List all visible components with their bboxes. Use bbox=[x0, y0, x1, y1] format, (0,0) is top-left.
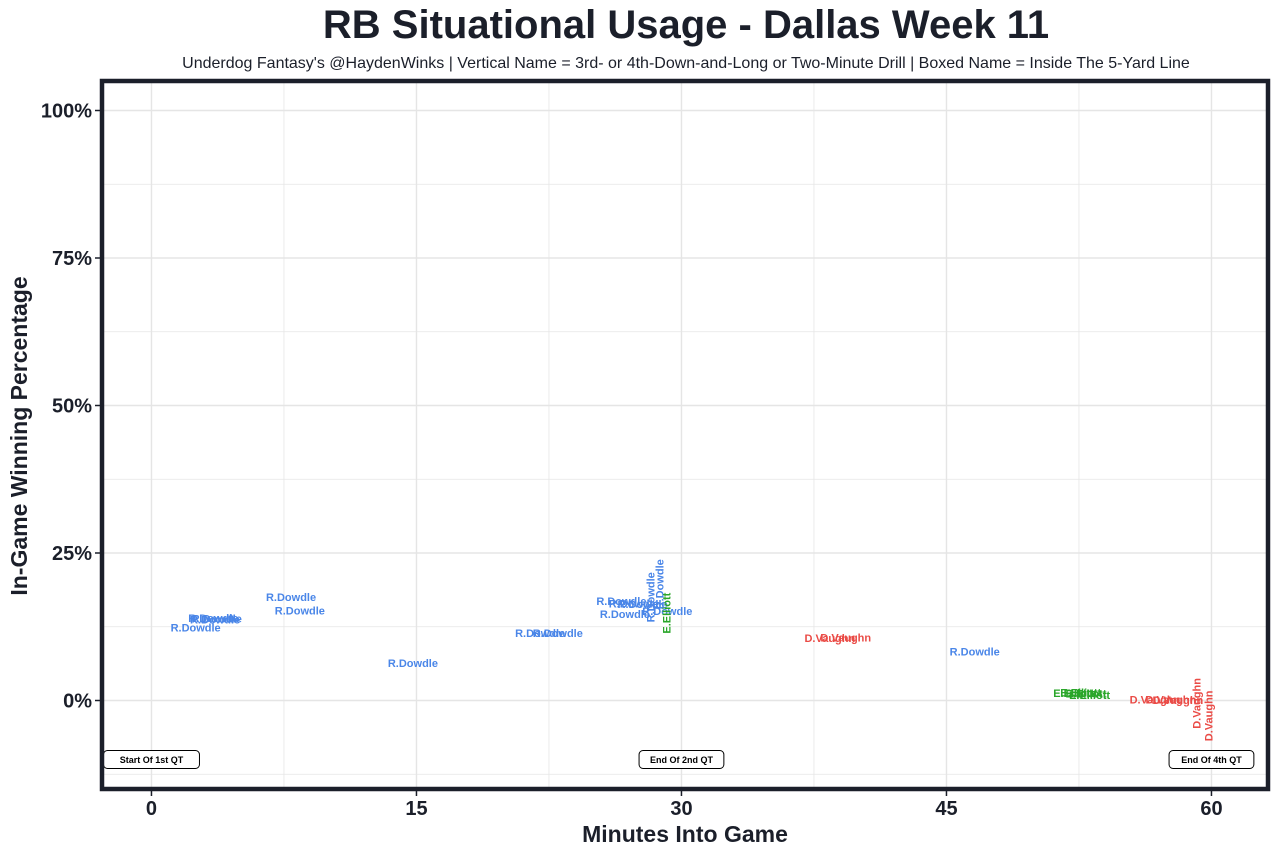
chart-subtitle: Underdog Fantasy's @HaydenWinks | Vertic… bbox=[182, 55, 1190, 72]
data-point-label: R.Dowdle bbox=[609, 598, 659, 610]
data-point-label: E.Elliott bbox=[1069, 690, 1110, 702]
data-points: R.DowdleR.DowdleR.DowdleR.DowdleR.Dowdle… bbox=[171, 559, 1216, 741]
data-point-label: D.Vaughn bbox=[1153, 695, 1204, 707]
quarter-annotation-label: End Of 2nd QT bbox=[650, 755, 713, 765]
x-axis-title: Minutes Into Game bbox=[582, 821, 788, 847]
data-point-label: R.Dowdle bbox=[642, 606, 692, 618]
y-tick-label: 100% bbox=[41, 101, 92, 123]
data-point-label: R.Dowdle bbox=[275, 605, 325, 617]
y-tick-label: 50% bbox=[52, 396, 92, 418]
x-tick-label: 30 bbox=[670, 798, 692, 820]
data-point-label: R.Dowdle bbox=[388, 658, 438, 670]
data-point-label: D.Vaughn bbox=[804, 633, 855, 645]
data-point-label: D.Vaughn bbox=[1130, 695, 1181, 707]
data-point-label: D.Vaughn bbox=[1145, 695, 1196, 707]
x-tick-label: 60 bbox=[1200, 798, 1222, 820]
y-tick-label: 25% bbox=[52, 543, 92, 565]
data-point-label: R.Dowdle bbox=[266, 592, 316, 604]
data-point-label: R.Dowdle bbox=[190, 614, 240, 626]
data-point-label: R.Dowdle bbox=[618, 599, 668, 611]
data-point-label: D.Vaughn bbox=[1204, 690, 1216, 741]
chart-title: RB Situational Usage - Dallas Week 11 bbox=[323, 3, 1049, 47]
data-point-label: E.Elliott bbox=[661, 592, 673, 633]
data-point-label: R.Dowdle bbox=[192, 614, 242, 626]
grid bbox=[102, 81, 1268, 789]
data-point-label: R.Dowdle bbox=[171, 623, 221, 635]
x-tick-label: 0 bbox=[146, 798, 157, 820]
data-point-label: R.Dowdle bbox=[533, 628, 583, 640]
quarter-annotation-box bbox=[638, 750, 725, 769]
data-point-label: D.Vaughn bbox=[820, 633, 871, 645]
quarter-annotation-box bbox=[1168, 750, 1255, 769]
data-point-label: R.Dowdle bbox=[645, 572, 657, 622]
data-point-label: D.Vaughn bbox=[1191, 678, 1203, 729]
quarter-annotation-label: Start Of 1st QT bbox=[120, 755, 184, 765]
data-point-label: R.Dowdle bbox=[188, 613, 238, 625]
data-point-label: E.Elliott bbox=[1060, 687, 1101, 699]
quarter-annotation-label: End Of 4th QT bbox=[1181, 755, 1242, 765]
data-point-label: R.Dowdle bbox=[950, 647, 1000, 659]
x-tick-label: 15 bbox=[405, 798, 427, 820]
y-tick-label: 0% bbox=[63, 691, 92, 713]
x-tick-label: 45 bbox=[935, 798, 957, 820]
data-point-label: R.Dowdle bbox=[596, 596, 646, 608]
y-axis-ticks: 0% 25% 50% 75% 100% bbox=[41, 101, 100, 713]
data-point-label: E.Elliott bbox=[1053, 688, 1094, 700]
plot-frame bbox=[99, 78, 1271, 792]
data-point-label: E.Elliott bbox=[1066, 689, 1107, 701]
data-point-label: R.Dowdle bbox=[600, 609, 650, 621]
data-point-label: R.Dowdle bbox=[654, 559, 666, 609]
y-tick-label: 75% bbox=[52, 248, 92, 270]
quarter-annotations: Start Of 1st QT End Of 2nd QT End Of 4th Q… bbox=[102, 750, 1255, 769]
x-axis-ticks: 0 15 30 45 60 bbox=[146, 791, 1223, 820]
data-point-label: R.Dowdle bbox=[515, 628, 565, 640]
y-axis-title: In-Game Winning Percentage bbox=[6, 276, 32, 595]
